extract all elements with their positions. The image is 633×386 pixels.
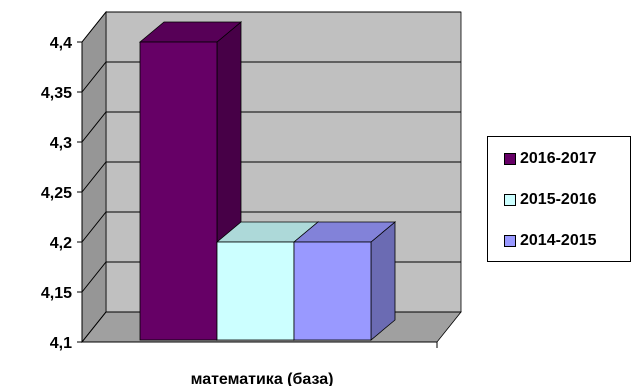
legend: 2016-2017 2015-2016 2014-2015 — [487, 136, 631, 262]
bar-front-face — [139, 41, 218, 341]
y-tick-label: 4,1 — [50, 335, 72, 352]
bar-front-face — [293, 241, 372, 341]
x-category-label: математика (база) — [191, 371, 334, 386]
legend-swatch — [504, 194, 516, 206]
y-tick-label: 4,4 — [50, 35, 72, 52]
y-tick-label: 4,3 — [50, 135, 72, 152]
y-axis-ticks: 4,1 4,15 4,2 4,25 4,3 4,35 4,4 — [41, 35, 438, 352]
y-tick-label: 4,25 — [41, 185, 72, 202]
legend-item-2015-2016: 2015-2016 — [504, 190, 597, 210]
legend-label: 2016-2017 — [520, 150, 597, 167]
legend-item-2014-2015: 2014-2015 — [504, 231, 597, 251]
gridline — [81, 111, 461, 143]
legend-item-2016-2017: 2016-2017 — [504, 149, 597, 169]
gridline — [81, 61, 461, 93]
y-tick-label: 4,35 — [41, 85, 72, 102]
legend-swatch — [504, 153, 516, 165]
bar-front-face — [216, 241, 295, 341]
legend-label: 2014-2015 — [520, 232, 597, 249]
legend-swatch — [504, 235, 516, 247]
y-tick-label: 4,15 — [41, 285, 72, 302]
bar-side-face — [370, 221, 396, 341]
bar-2014-2015 — [292, 221, 397, 341]
gridline — [81, 11, 461, 43]
legend-label: 2015-2016 — [520, 191, 597, 208]
bars — [138, 21, 397, 341]
gridline — [81, 161, 461, 193]
y-tick-label: 4,2 — [50, 235, 72, 252]
gridline — [81, 211, 461, 243]
